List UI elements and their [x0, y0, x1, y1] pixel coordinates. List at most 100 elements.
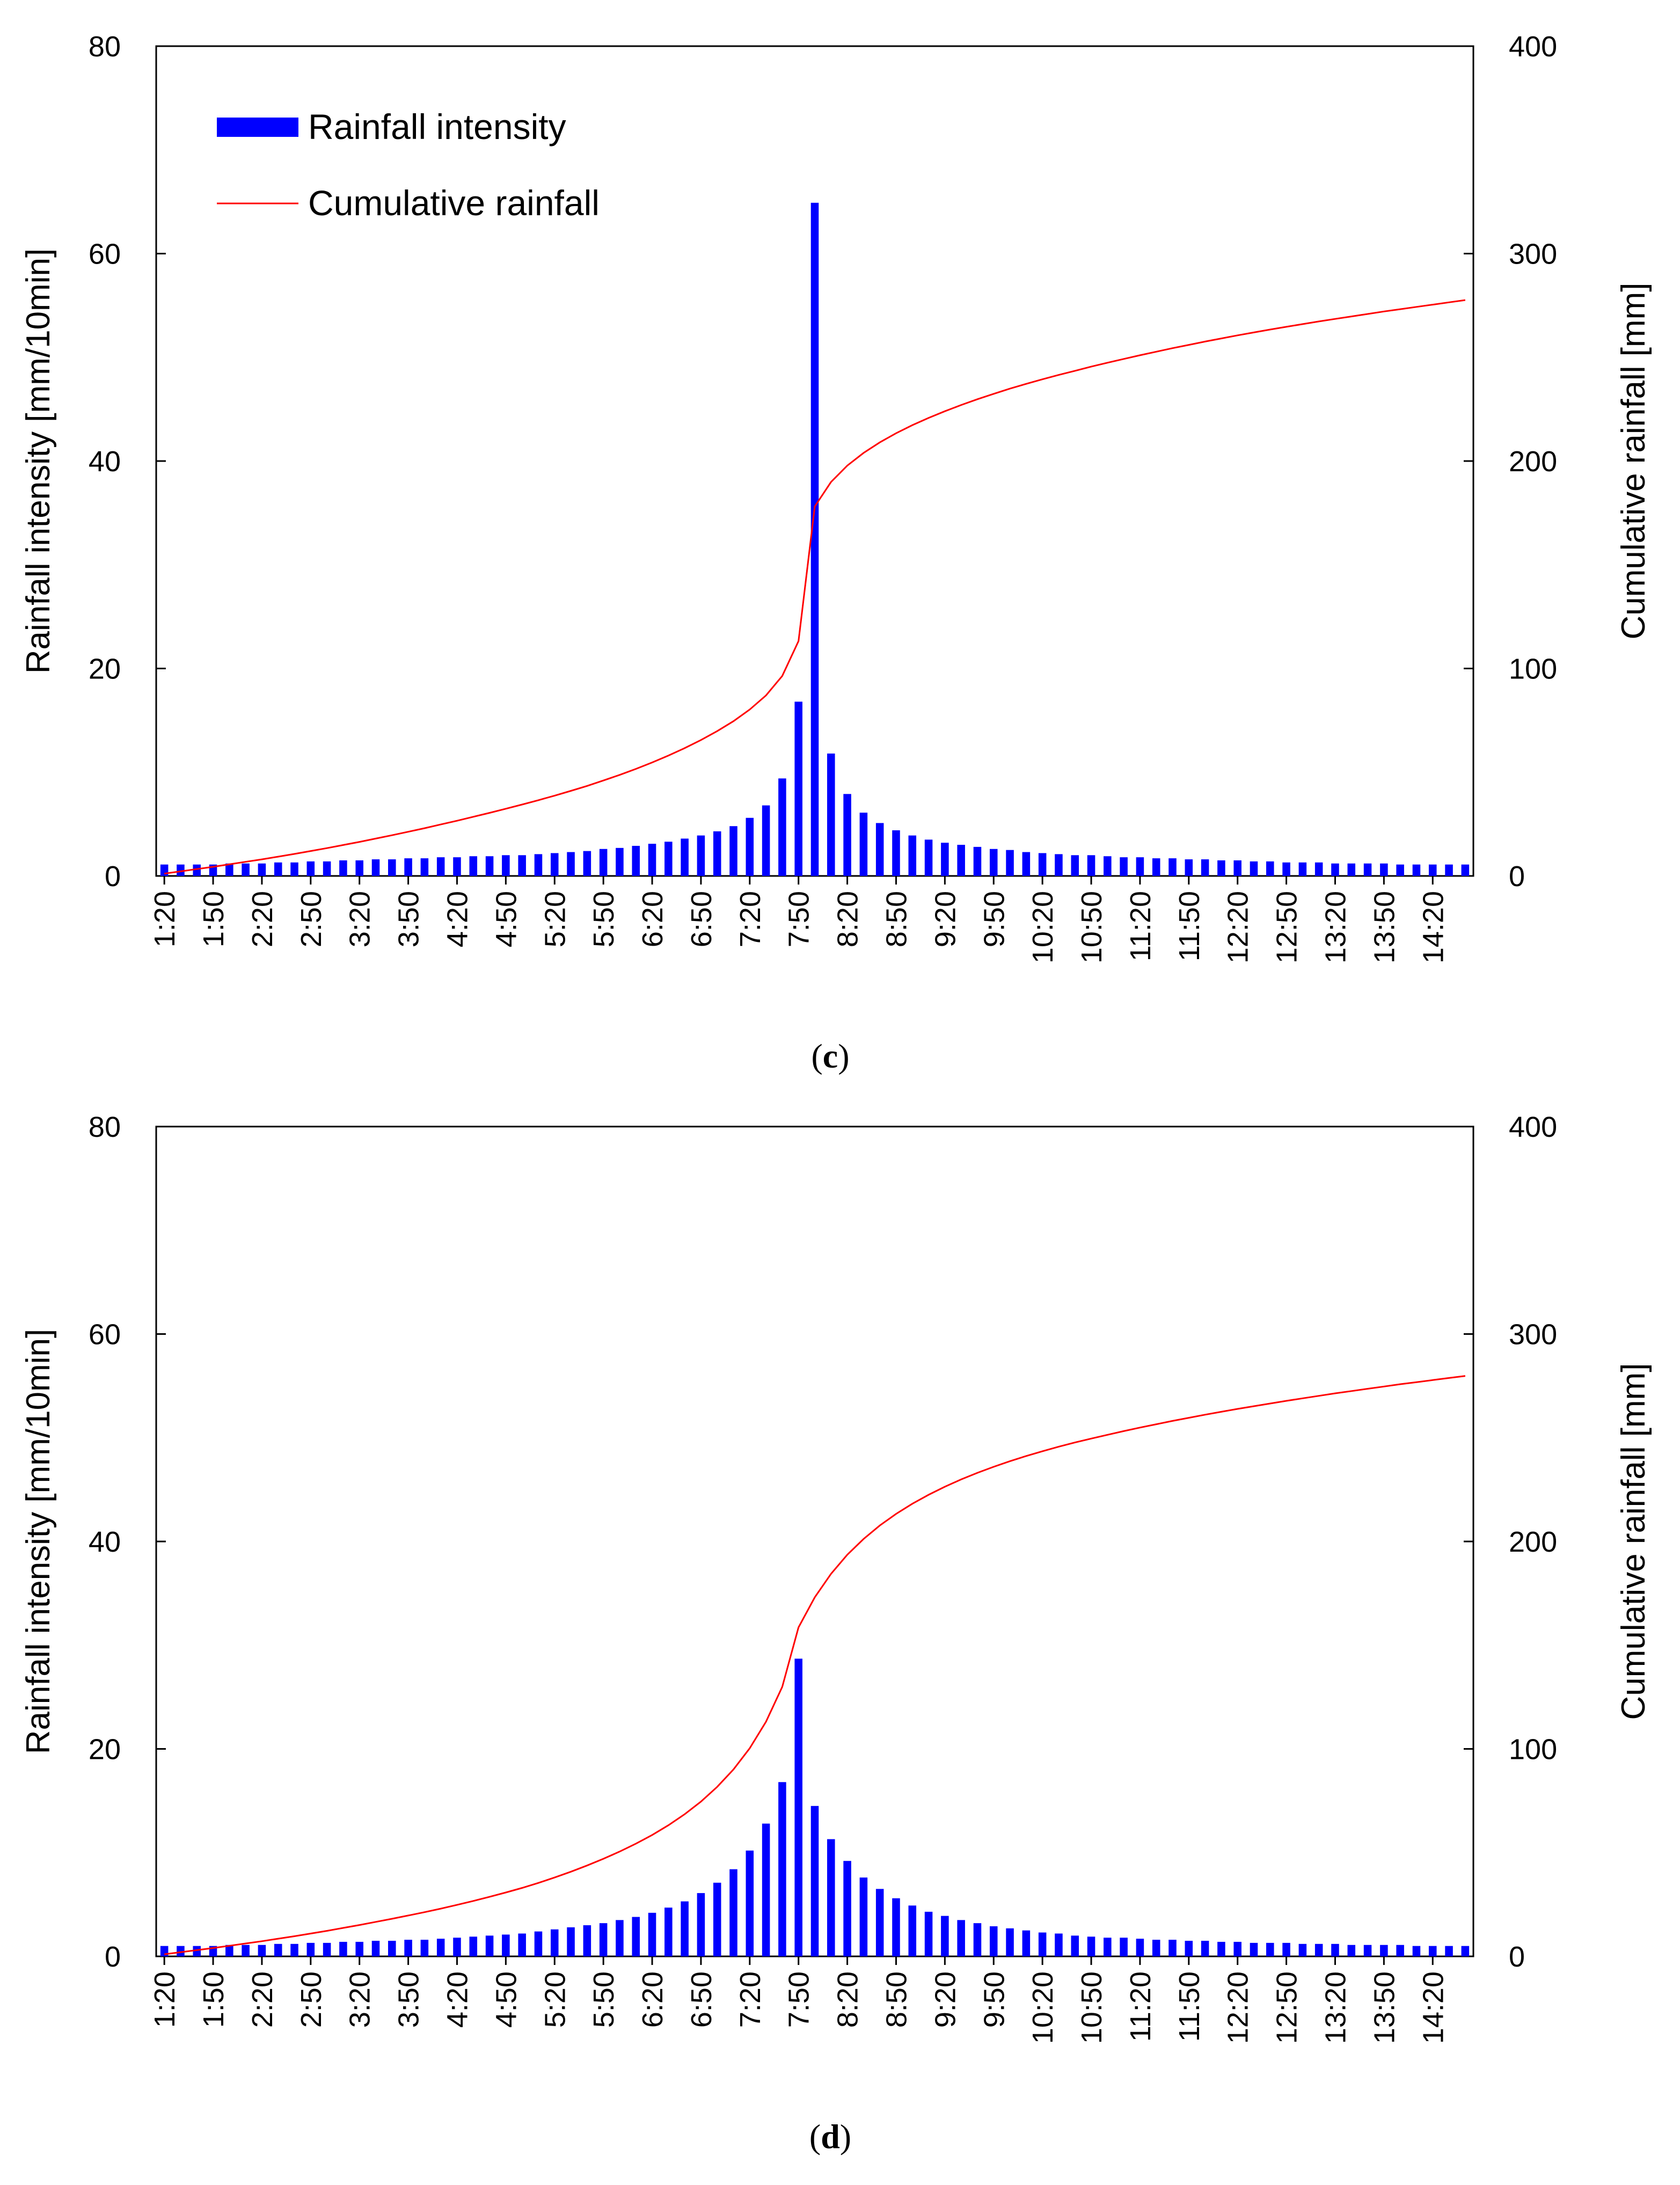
rainfall-bar — [274, 862, 282, 876]
rainfall-bar — [1233, 860, 1241, 876]
rainfall-bar — [941, 1916, 949, 1956]
x-tick-label: 12:50 — [1271, 891, 1303, 963]
cumulative-rainfall-line — [164, 1375, 1466, 1955]
rainfall-bar — [1396, 1945, 1404, 1956]
rainfall-bar — [1152, 1940, 1160, 1956]
rainfall-bar — [1006, 850, 1014, 876]
rainfall-bar — [1038, 1932, 1047, 1956]
rainfall-bar — [225, 863, 233, 876]
axis-ticks — [156, 1126, 1473, 1965]
rainfall-bar — [1136, 857, 1144, 876]
x-tick-label: 4:20 — [441, 1971, 473, 2028]
rainfall-bar — [567, 1927, 575, 1956]
rainfall-bar — [306, 861, 315, 876]
rainfall-bar — [436, 1939, 445, 1956]
x-tick-label: 7:20 — [734, 891, 766, 947]
rainfall-bar — [859, 813, 868, 876]
rainfall-bar — [1055, 1933, 1063, 1956]
rainfall-bar — [762, 805, 770, 876]
rainfall-bar — [924, 1911, 933, 1956]
y-left-tick-label: 80 — [89, 1111, 121, 1143]
legend-bar-swatch — [217, 118, 298, 137]
rainfall-bar — [1006, 1928, 1014, 1956]
caption-letter: d — [821, 2117, 840, 2155]
x-tick-label: 12:20 — [1222, 891, 1254, 963]
rainfall-bar — [746, 1850, 754, 1956]
rainfall-bar — [843, 1861, 851, 1956]
x-tick-label: 8:20 — [832, 891, 864, 947]
rainfall-bar — [1201, 1941, 1209, 1956]
y-left-tick-label: 0 — [105, 860, 121, 893]
legend-bar-label: Rainfall intensity — [308, 107, 566, 147]
x-tick-label: 6:20 — [637, 1971, 669, 2028]
x-tick-label: 10:20 — [1027, 891, 1059, 963]
y-right-tick-label: 0 — [1509, 860, 1525, 893]
rainfall-bar — [1120, 1938, 1128, 1956]
x-tick-label: 1:20 — [149, 891, 181, 947]
rainfall-bar — [729, 1869, 737, 1956]
rainfall-bar — [794, 1658, 802, 1956]
rainfall-bar — [339, 860, 347, 876]
rainfall-bar — [957, 845, 965, 876]
y-right-tick-labels: 0 100 200 300 400 — [1509, 31, 1557, 893]
y-left-tick-label: 20 — [89, 1734, 121, 1766]
rainfall-bar — [242, 1945, 250, 1956]
rainfall-bar — [177, 864, 185, 876]
rainfall-bar — [323, 1942, 331, 1956]
legend: Rainfall intensity Cumulative rainfall — [217, 107, 600, 223]
rainfall-bar — [420, 858, 429, 876]
rainfall-bar — [1298, 1943, 1307, 1956]
rainfall-bar — [1347, 1945, 1356, 1956]
x-tick-label: 11:20 — [1124, 891, 1157, 961]
rainfall-bar — [258, 1945, 266, 1956]
rainfall-bar — [827, 1839, 835, 1956]
x-tick-label: 11:20 — [1124, 1971, 1157, 2042]
rainfall-bar — [1396, 864, 1404, 876]
rainfall-bar — [518, 1933, 526, 1956]
y-right-tick-label: 400 — [1509, 31, 1557, 63]
y-right-tick-label: 0 — [1509, 1941, 1525, 1973]
rainfall-bar — [274, 1943, 282, 1956]
rainfall-bar — [1461, 864, 1470, 876]
rainfall-bar — [778, 778, 786, 876]
rainfall-bar — [583, 1925, 591, 1956]
rainfall-bar — [453, 857, 461, 876]
rainfall-bar — [1022, 852, 1031, 876]
x-tick-label: 13:50 — [1368, 891, 1400, 963]
x-tick-label: 4:50 — [490, 891, 522, 947]
y-axis-right-title: Cumulative rainfall [mm] — [1615, 1363, 1652, 1720]
rainfall-bar — [1250, 861, 1258, 876]
rainfall-bar — [632, 1917, 640, 1956]
rainfall-bar — [1038, 853, 1047, 876]
x-tick-label: 9:20 — [929, 891, 961, 947]
rainfall-bar — [1363, 863, 1372, 876]
x-tick-label: 1:50 — [198, 1971, 230, 2028]
rainfall-bar — [941, 843, 949, 876]
x-tick-labels: 1:20 1:50 2:20 2:50 3:20 3:50 4:20 4:50 5:20 5:50… — [149, 1971, 1449, 2044]
x-tick-label: 2:50 — [295, 891, 327, 947]
rainfall-bar — [892, 1898, 900, 1956]
rainfall-bar — [1282, 1942, 1290, 1956]
rainfall-bar — [908, 835, 917, 876]
rainfall-bar — [290, 862, 298, 876]
rainfall-bar — [502, 855, 510, 876]
rainfall-bar — [388, 859, 396, 876]
rainfall-bar — [859, 1877, 868, 1956]
rainfall-bar — [1266, 861, 1274, 876]
rainfall-bar — [1445, 1946, 1453, 1956]
rainfall-bar — [485, 1935, 494, 1956]
x-tick-label: 3:50 — [393, 891, 425, 947]
rainfall-bar — [1298, 862, 1307, 876]
rainfall-bar — [599, 1923, 608, 1956]
rainfall-bar — [1217, 860, 1225, 876]
x-tick-label: 14:20 — [1417, 1971, 1449, 2044]
rainfall-bar — [648, 1912, 656, 1956]
cumulative-line — [164, 1375, 1466, 1955]
rainfall-bar — [1071, 855, 1079, 876]
rainfall-bar — [1136, 1939, 1144, 1956]
rainfall-bar — [420, 1940, 429, 1956]
rainfall-bar — [843, 794, 851, 876]
caption-letter: c — [823, 1037, 838, 1075]
x-tick-labels: 1:20 1:50 2:20 2:50 3:20 3:50 4:20 4:50 5:20 5:50… — [149, 891, 1449, 963]
x-tick-label: 7:20 — [734, 1971, 766, 2028]
